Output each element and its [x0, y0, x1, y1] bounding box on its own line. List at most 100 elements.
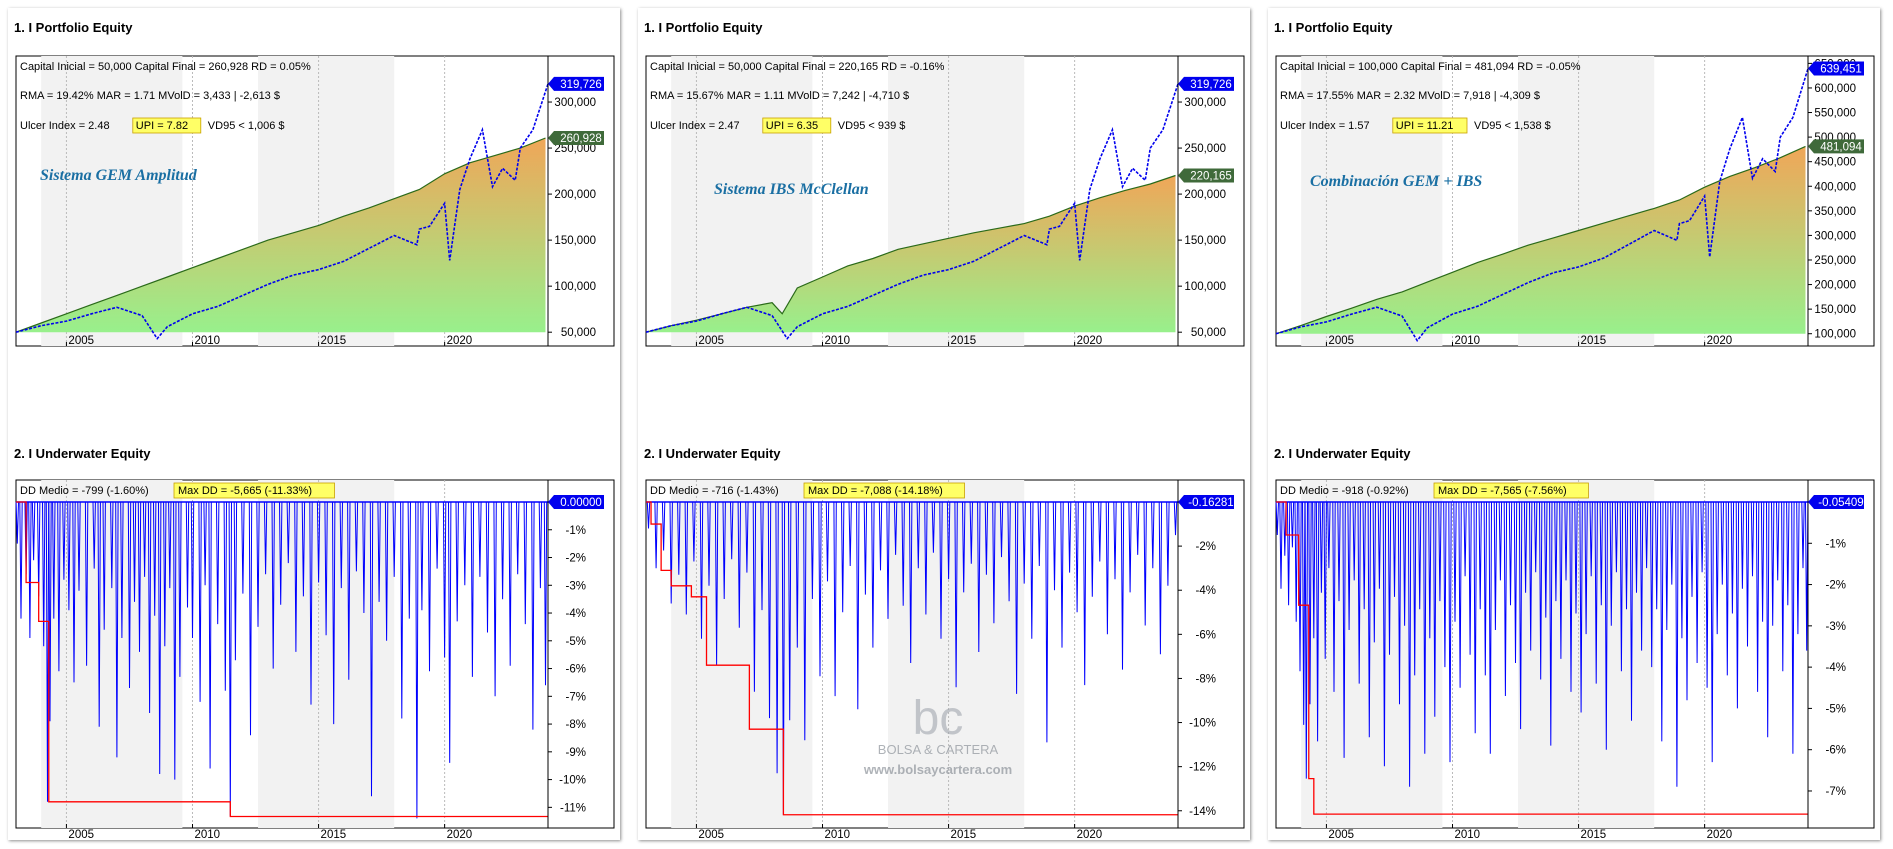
drawdown-spike — [392, 501, 396, 577]
drawdown-spike — [1660, 501, 1664, 742]
drawdown-spike — [1387, 501, 1392, 655]
drawdown-spike — [1766, 501, 1770, 738]
drawdown-spike — [178, 501, 182, 677]
drawdown-spike — [1634, 501, 1639, 593]
stats-ulcer: Ulcer Index = 2.47 — [650, 120, 740, 132]
drawdown-spike — [309, 501, 313, 705]
drawdown-spike — [1690, 501, 1694, 597]
benchmark-line — [1276, 68, 1808, 342]
stats-max-dd: Max DD = -7,565 (-7.56%) — [1438, 485, 1567, 497]
equity-area — [646, 175, 1176, 333]
drawdown-spike — [1564, 501, 1568, 581]
y-tick-label: -6% — [566, 664, 586, 676]
drawdown-spike — [120, 501, 124, 639]
y-tick-label: 450,000 — [1814, 157, 1856, 169]
drawdown-spike — [1544, 501, 1548, 618]
y-tick-label: -6% — [1196, 629, 1216, 641]
drawdown-spike — [1428, 501, 1432, 639]
drawdown-spike — [878, 501, 883, 571]
watermark-url: www.bolsaycartera.com — [863, 762, 1012, 777]
drawdown-spike — [1705, 501, 1709, 688]
drawdown-spike — [767, 501, 772, 719]
last-benchmark-value: 319,726 — [1190, 79, 1232, 91]
drawdown-spike — [523, 501, 527, 625]
drawdown-spike — [1083, 501, 1087, 686]
x-tick-label: 2015 — [1581, 829, 1607, 840]
upi-highlight — [132, 117, 202, 134]
drawdown-spike — [909, 501, 913, 664]
drawdown-spike — [137, 501, 142, 652]
drawdown-spike — [147, 501, 152, 714]
y-tick-label: 300,000 — [554, 97, 596, 109]
drawdown-spike — [127, 501, 132, 689]
drawdown-spike — [1715, 501, 1719, 635]
drawdown-spike — [1367, 501, 1371, 738]
drawdown-spike — [833, 501, 837, 697]
y-tick-label: 300,000 — [1814, 230, 1856, 242]
drawdown-spike — [1745, 501, 1750, 647]
drawdown-spike — [324, 501, 328, 636]
drawdown-spike — [233, 501, 238, 661]
drawdown-spike — [977, 501, 981, 653]
drawdown-spike — [241, 501, 245, 594]
drawdown-spike — [168, 501, 172, 589]
y-tick-label: -10% — [1189, 718, 1216, 730]
drawdown-spike — [946, 501, 951, 580]
last-benchmark-value: 319,726 — [560, 79, 602, 91]
x-tick-label: 2005 — [1328, 335, 1354, 347]
last-drawdown-value: -0.05409 — [1818, 497, 1863, 509]
last-equity-tag — [548, 131, 604, 146]
stats-vd95: VD95 < 1,538 $ — [1474, 120, 1551, 132]
y-tick-label: -4% — [1826, 662, 1846, 674]
drawdown-spike — [1342, 501, 1346, 758]
drawdown-spike — [84, 501, 89, 666]
drawdown-spike — [684, 501, 688, 615]
system-panel: 1. I Portfolio Equity 100,000 150,000 200,0… — [1268, 8, 1880, 840]
drawdown-spike — [301, 501, 306, 597]
y-tick-label: -4% — [566, 608, 586, 620]
drawdown-spike — [1037, 501, 1041, 567]
system-label: Combinación GEM + IBS — [1310, 173, 1482, 190]
stats-upi: UPI = 11.21 — [1396, 120, 1454, 132]
drawdown-spike — [661, 501, 666, 551]
drawdown-spike — [1352, 501, 1356, 581]
last-equity-tag — [1178, 168, 1234, 183]
drawdown-spike — [775, 501, 779, 774]
drawdown-spike — [1786, 501, 1790, 606]
drawdown-spike — [478, 501, 482, 577]
y-tick-label: -1% — [566, 525, 586, 537]
y-tick-label: -3% — [1826, 621, 1846, 633]
drawdown-spike — [57, 501, 61, 672]
y-tick-label: -2% — [566, 553, 586, 565]
last-benchmark-tag — [548, 76, 604, 91]
y-tick-label: -7% — [566, 691, 586, 703]
max-drawdown-line — [646, 501, 1178, 816]
drawdown-spike — [1413, 501, 1417, 676]
y-tick-label: -6% — [1826, 745, 1846, 757]
drawdown-spike — [1488, 501, 1492, 754]
drawdown-spike — [1534, 501, 1538, 573]
drawdown-spike — [1549, 501, 1553, 746]
shaded-band — [671, 56, 813, 346]
y-tick-label: -5% — [566, 636, 586, 648]
drawdown-spike — [1458, 501, 1462, 688]
drawdown-spike — [1599, 501, 1603, 606]
drawdown-spike — [1624, 501, 1629, 610]
drawdown-spike — [1357, 501, 1361, 684]
y-tick-label: 600,000 — [1814, 83, 1856, 95]
system-label: Sistema IBS McClellan — [714, 181, 869, 198]
stats-dd-medio: DD Medio = -716 (-1.43%) — [650, 485, 779, 497]
drawdown-spike — [1513, 501, 1518, 664]
x-tick-label: 2005 — [1328, 829, 1354, 840]
y-tick-label: -4% — [1196, 585, 1216, 597]
y-tick-label: -1% — [1826, 538, 1846, 550]
drawdown-spike — [1700, 501, 1704, 573]
drawdown-spike — [1158, 501, 1163, 655]
y-tick-label: -5% — [1826, 703, 1846, 715]
x-tick-label: 2015 — [951, 335, 977, 347]
stats-ulcer: Ulcer Index = 1.57 — [1280, 120, 1370, 132]
drawdown-spike — [442, 501, 447, 658]
drawdown-spike — [1372, 501, 1376, 643]
drawdown-spike — [500, 501, 505, 600]
max-drawdown-line — [1276, 501, 1808, 815]
